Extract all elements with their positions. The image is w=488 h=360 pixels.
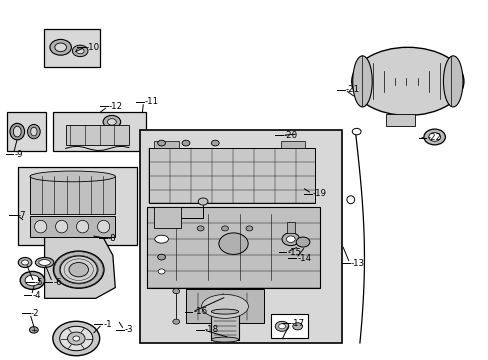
Text: -9: -9 [14, 150, 23, 159]
Ellipse shape [201, 294, 248, 318]
Circle shape [351, 129, 360, 135]
Circle shape [25, 275, 40, 286]
Bar [271, 315, 307, 338]
Ellipse shape [56, 220, 68, 233]
Text: -14: -14 [297, 254, 311, 263]
Ellipse shape [35, 220, 47, 233]
Bar [43, 30, 100, 67]
Bar [30, 216, 115, 237]
Circle shape [292, 323, 302, 330]
Circle shape [428, 133, 440, 141]
Text: -16: -16 [193, 307, 207, 316]
Bar [385, 114, 414, 126]
Ellipse shape [211, 337, 238, 342]
Text: -7: -7 [18, 211, 26, 220]
Text: -6: -6 [53, 278, 62, 287]
Text: -8: -8 [108, 234, 116, 243]
Text: -13: -13 [350, 259, 364, 268]
Ellipse shape [76, 220, 88, 233]
Text: -12: -12 [109, 102, 123, 111]
Ellipse shape [13, 126, 21, 137]
Circle shape [158, 140, 165, 146]
Circle shape [60, 256, 97, 283]
Circle shape [107, 119, 116, 125]
Circle shape [221, 226, 228, 231]
Circle shape [69, 262, 88, 277]
Circle shape [286, 236, 295, 242]
Ellipse shape [31, 127, 37, 136]
Text: -11: -11 [144, 97, 158, 106]
Circle shape [50, 40, 71, 55]
Bar [281, 141, 305, 148]
Text: -18: -18 [204, 325, 218, 334]
Ellipse shape [27, 125, 40, 139]
Ellipse shape [351, 47, 463, 116]
Text: -2: -2 [31, 309, 40, 318]
Circle shape [245, 226, 252, 231]
Circle shape [278, 324, 285, 329]
Circle shape [60, 326, 93, 351]
Circle shape [18, 257, 32, 267]
Text: -22: -22 [427, 133, 441, 142]
Bar [140, 130, 341, 343]
Circle shape [76, 48, 84, 54]
Text: -4: -4 [32, 291, 41, 300]
Bar [185, 289, 264, 323]
Ellipse shape [97, 220, 109, 233]
Circle shape [29, 327, 38, 333]
Circle shape [182, 140, 189, 146]
Bar [65, 125, 129, 145]
Text: -5: -5 [35, 278, 43, 287]
Bar [154, 141, 178, 148]
Bar [6, 112, 45, 151]
Circle shape [103, 116, 121, 129]
Circle shape [72, 45, 88, 57]
Circle shape [219, 233, 247, 255]
Circle shape [197, 226, 203, 231]
Text: -21: -21 [345, 85, 359, 94]
Ellipse shape [346, 196, 354, 204]
Circle shape [282, 233, 299, 246]
Circle shape [172, 289, 179, 294]
Bar [286, 222, 294, 233]
Circle shape [158, 254, 165, 260]
Circle shape [53, 321, 100, 356]
Bar [154, 207, 181, 228]
Circle shape [275, 321, 288, 331]
Ellipse shape [10, 123, 24, 140]
Bar [147, 207, 320, 288]
Circle shape [55, 43, 66, 51]
Text: -19: -19 [312, 189, 326, 198]
Ellipse shape [352, 56, 371, 107]
Text: -3: -3 [125, 325, 133, 334]
Circle shape [211, 140, 219, 146]
Text: -15: -15 [287, 248, 301, 257]
Text: -20: -20 [283, 131, 297, 140]
Text: -1: -1 [103, 320, 111, 329]
Ellipse shape [211, 309, 238, 314]
Text: -17: -17 [290, 319, 305, 328]
Polygon shape [44, 237, 115, 298]
Circle shape [158, 269, 164, 274]
Bar [18, 167, 137, 244]
Circle shape [53, 251, 104, 288]
Ellipse shape [155, 235, 168, 243]
Ellipse shape [35, 257, 54, 267]
Circle shape [21, 260, 28, 265]
Bar [211, 312, 238, 339]
Circle shape [198, 198, 207, 205]
Bar [53, 112, 146, 151]
Circle shape [296, 237, 309, 247]
Bar [149, 148, 315, 203]
Circle shape [73, 336, 80, 341]
Circle shape [172, 319, 179, 324]
Bar [30, 176, 115, 214]
Circle shape [67, 332, 85, 345]
Text: -10: -10 [86, 43, 100, 52]
Circle shape [20, 271, 44, 289]
Ellipse shape [39, 260, 50, 265]
Ellipse shape [30, 171, 115, 182]
Circle shape [423, 129, 445, 145]
Ellipse shape [443, 56, 462, 107]
